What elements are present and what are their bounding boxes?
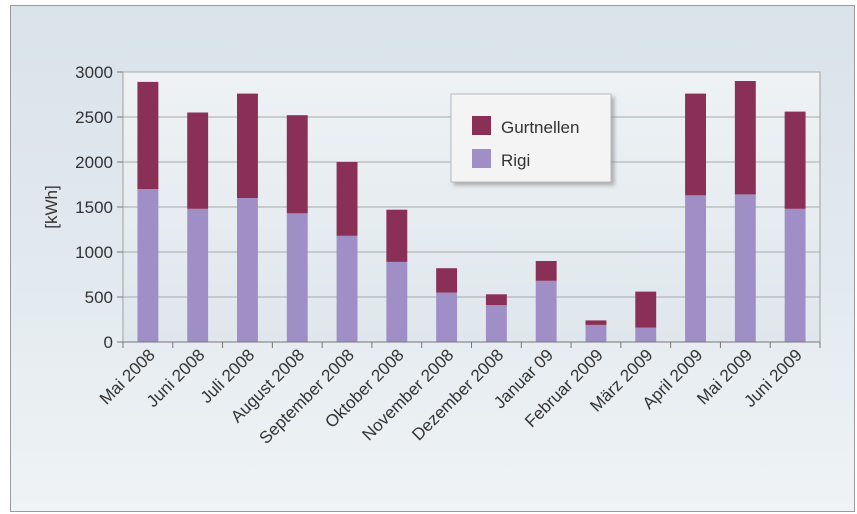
bar-segment-gurtnellen (585, 320, 607, 325)
bar-segment-gurtnellen (635, 291, 657, 328)
legend-label-gurtnellen: Gurtnellen (501, 118, 579, 137)
y-tick-label: 2500 (75, 108, 113, 127)
bar-segment-gurtnellen (784, 111, 806, 209)
y-tick-label: 2000 (75, 153, 113, 172)
y-tick-label: 3000 (75, 63, 113, 82)
bar-segment-gurtnellen (685, 93, 706, 196)
bar-segment-gurtnellen (485, 294, 507, 306)
legend-swatch-rigi (472, 149, 491, 168)
bar-segment-rigi (784, 208, 806, 342)
bar-segment-rigi (485, 305, 507, 342)
y-tick-label: 0 (104, 333, 113, 352)
y-tick-label: 500 (85, 288, 113, 307)
bars (137, 81, 806, 342)
legend: Gurtnellen Rigi (450, 93, 612, 183)
y-axis-title: [kWh] (42, 185, 61, 228)
bar-segment-gurtnellen (237, 93, 258, 198)
bar-segment-rigi (635, 327, 657, 342)
legend-label-rigi: Rigi (501, 151, 530, 170)
bar-segment-rigi (237, 198, 258, 342)
bar-segment-rigi (336, 235, 358, 342)
bar-segment-rigi (386, 261, 408, 342)
y-tick-label: 1000 (75, 243, 113, 262)
bar-segment-gurtnellen (734, 81, 756, 195)
bar-segment-rigi (685, 195, 706, 342)
bar-segment-gurtnellen (386, 209, 408, 262)
x-tick-label: Dezember 2008 (408, 345, 507, 444)
bar-segment-gurtnellen (436, 268, 458, 293)
chart-frame: 0 500 1000 1500 2000 2500 3000 Mai 2008 Juni 20… (10, 5, 855, 512)
bar-segment-rigi (187, 208, 209, 342)
bar-segment-rigi (436, 292, 458, 342)
bar-segment-gurtnellen (187, 112, 209, 209)
bar-segment-gurtnellen (336, 162, 358, 236)
x-tick-label: November 2008 (358, 345, 457, 444)
bar-segment-rigi (535, 280, 557, 342)
bar-segment-gurtnellen (535, 261, 557, 281)
bar-segment-gurtnellen (286, 115, 308, 214)
bar-segment-rigi (734, 194, 756, 342)
bar-segment-rigi (585, 324, 607, 342)
bar-segment-rigi (286, 213, 308, 342)
legend-swatch-gurtnellen (472, 116, 491, 135)
y-tick-label: 1500 (75, 198, 113, 217)
legend-box (450, 93, 612, 183)
bar-segment-gurtnellen (137, 81, 159, 189)
bar-segment-rigi (137, 189, 159, 342)
y-axis: 0 500 1000 1500 2000 2500 3000 (75, 63, 123, 352)
